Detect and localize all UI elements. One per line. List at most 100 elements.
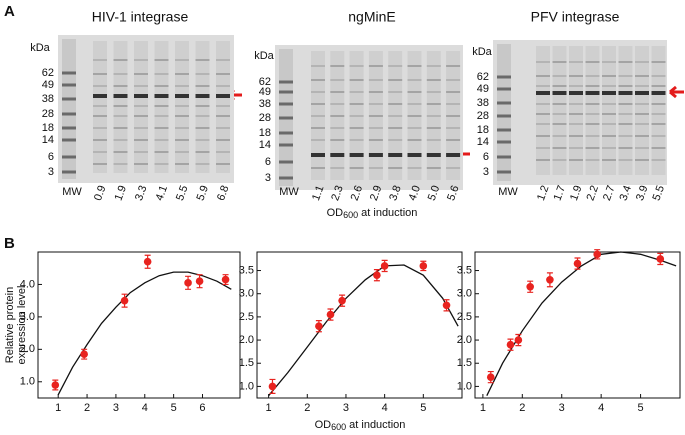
marker-band [497,87,511,91]
marker-band [497,101,511,105]
marker-band [279,160,293,164]
band [349,167,364,169]
label-part: 600 [331,422,346,432]
y-tick-label: 1.5 [239,357,254,369]
target-band [569,91,583,95]
band [635,159,649,161]
y-tick-label: 3.0 [20,311,35,323]
marker-band [497,128,511,132]
band [552,113,567,115]
target-band [552,91,567,95]
marker-band [497,75,511,79]
band [216,115,230,117]
band [311,91,325,93]
band [407,91,422,93]
band [536,75,550,77]
fit-curve [57,271,232,396]
band [536,135,550,137]
marker-label: 3 [48,166,54,178]
band [536,113,550,115]
band [407,79,422,81]
band [113,127,128,129]
band [154,105,169,107]
marker-band [497,140,511,144]
band [154,115,169,117]
marker-label: 28 [477,110,489,122]
band [552,103,567,105]
label-part: at induction [358,207,417,219]
label-part: OD [315,419,332,431]
marker-band [279,90,293,94]
band [368,79,383,81]
marker-label: 38 [259,98,271,110]
plot-frame [37,251,241,399]
band [602,159,616,161]
band [635,61,649,63]
band [113,163,128,165]
marker-label: 14 [42,134,54,146]
band [388,79,403,81]
point [373,271,381,279]
band [154,151,169,153]
band [216,85,230,87]
marker-band [62,126,76,130]
point [486,373,495,381]
marker-band [62,71,76,75]
band [651,123,666,125]
marker-label: 6 [483,151,489,163]
band [175,151,189,153]
band [569,123,583,125]
band [651,135,666,137]
x-tick-label: 4 [142,402,148,414]
y-tick-label: 2.0 [239,334,254,346]
gel-title: HIV-1 integrase [92,9,189,25]
point [573,259,582,268]
band [175,85,189,87]
marker-label: 14 [477,136,489,148]
marker-label: 18 [259,127,271,139]
band [330,139,345,141]
marker-label: 49 [259,86,271,98]
marker-label: 18 [42,122,54,134]
y-label-line: Relative protein [4,287,16,363]
band [651,113,666,115]
gel-title: ngMinE [348,9,395,25]
band [388,65,403,67]
lane-label: 4.1 [154,184,171,202]
point [546,276,554,284]
x-tick-label: 1 [55,402,61,414]
y-tick-label: 4.0 [20,278,35,290]
target-band [602,91,616,95]
point [526,282,534,291]
x-tick-label: 5 [420,402,426,414]
marker-label: 62 [477,71,489,83]
target-band [154,94,169,98]
y-tick-label: 1.0 [20,376,35,388]
target-band [536,91,550,95]
band [388,91,403,93]
y-tick-label: 2.0 [457,334,472,346]
band [134,127,148,129]
band [552,147,567,149]
target-band [330,153,345,157]
lane-label: 1.7 [552,184,569,202]
point [506,340,515,349]
marker-label: 3 [265,172,271,184]
x-tick-label: 1 [266,402,272,414]
marker-label: 49 [42,79,54,91]
band [330,79,345,81]
band [195,139,210,141]
lane-label: 5.5 [651,184,668,202]
marker-band [497,170,511,174]
band [134,163,148,165]
band [536,123,550,125]
band [388,139,403,141]
band [330,103,345,105]
band [134,59,148,61]
x-tick-label: 2 [84,402,90,414]
band [569,85,583,87]
band [311,115,325,117]
gel-title: PFV integrase [531,9,620,25]
band [407,65,422,67]
marker-band [497,155,511,159]
